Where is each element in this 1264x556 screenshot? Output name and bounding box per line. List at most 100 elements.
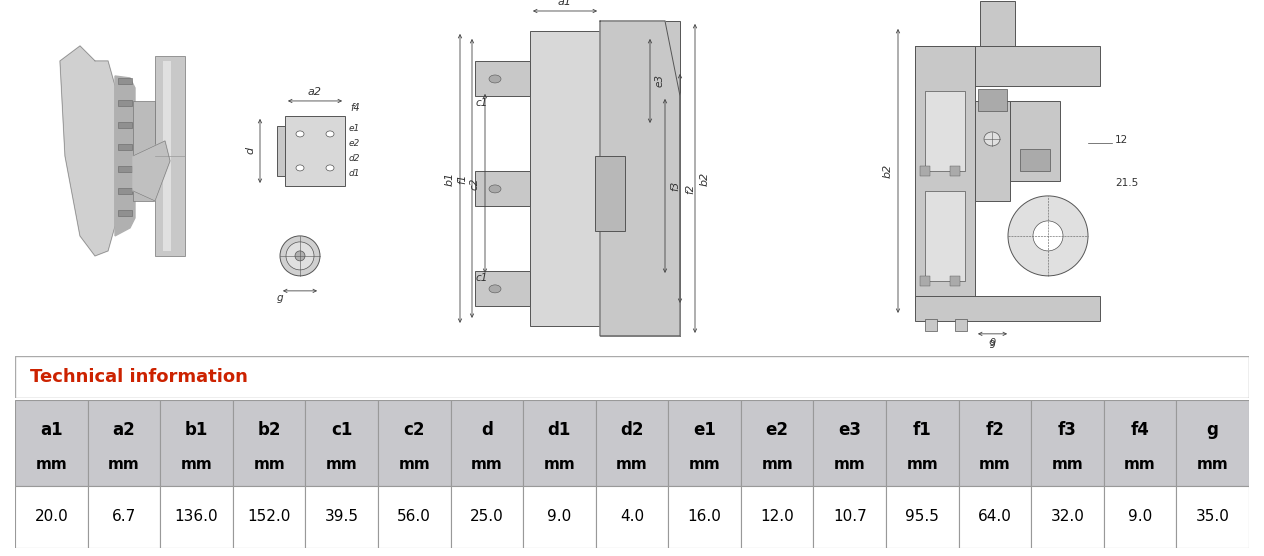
Text: c2: c2 <box>403 421 425 439</box>
Text: mm: mm <box>35 457 67 472</box>
Bar <box>118 166 131 172</box>
Text: f3: f3 <box>670 181 680 191</box>
Text: c1: c1 <box>475 273 488 283</box>
Bar <box>951 276 959 286</box>
Bar <box>978 89 1007 111</box>
Bar <box>118 144 131 150</box>
Text: 32.0: 32.0 <box>1050 509 1085 524</box>
Ellipse shape <box>489 185 501 193</box>
Bar <box>920 166 930 176</box>
Bar <box>87 486 161 548</box>
Bar <box>925 319 937 331</box>
Ellipse shape <box>489 75 501 83</box>
Bar <box>161 486 233 548</box>
Text: g: g <box>277 293 283 303</box>
Bar <box>886 486 958 548</box>
Text: 64.0: 64.0 <box>978 509 1011 524</box>
Text: d1: d1 <box>547 421 571 439</box>
Text: e1: e1 <box>693 421 715 439</box>
Bar <box>669 400 741 486</box>
Text: 21.5: 21.5 <box>1115 178 1139 188</box>
Text: mm: mm <box>978 457 1011 472</box>
Bar <box>814 400 886 486</box>
Bar <box>958 486 1031 548</box>
Bar <box>1103 486 1177 548</box>
Ellipse shape <box>286 242 313 270</box>
Text: a2: a2 <box>308 87 322 97</box>
Polygon shape <box>59 46 115 256</box>
Bar <box>133 101 155 201</box>
Bar <box>161 400 233 486</box>
Text: 9.0: 9.0 <box>547 509 571 524</box>
Ellipse shape <box>1007 196 1088 276</box>
Bar <box>1010 101 1060 181</box>
Text: 39.5: 39.5 <box>325 509 359 524</box>
Bar <box>523 486 595 548</box>
Text: 152.0: 152.0 <box>248 509 291 524</box>
Text: mm: mm <box>689 457 720 472</box>
Text: 95.5: 95.5 <box>905 509 939 524</box>
Bar <box>886 400 958 486</box>
Ellipse shape <box>1033 221 1063 251</box>
Text: 56.0: 56.0 <box>397 509 431 524</box>
Text: e2: e2 <box>766 421 789 439</box>
Text: a1: a1 <box>40 421 63 439</box>
Text: 9: 9 <box>990 338 996 348</box>
Text: mm: mm <box>253 457 286 472</box>
Text: f4: f4 <box>350 103 360 113</box>
Bar <box>1177 400 1249 486</box>
Text: mm: mm <box>109 457 140 472</box>
Text: 35.0: 35.0 <box>1196 509 1230 524</box>
Bar <box>1020 149 1050 171</box>
Bar <box>595 156 624 231</box>
Text: c1: c1 <box>331 421 353 439</box>
Bar <box>814 486 886 548</box>
Text: 16.0: 16.0 <box>688 509 722 524</box>
Bar <box>163 61 171 251</box>
Polygon shape <box>115 76 135 236</box>
Bar <box>284 116 345 186</box>
Polygon shape <box>600 21 680 336</box>
Bar <box>450 486 523 548</box>
Text: 136.0: 136.0 <box>174 509 219 524</box>
Text: c2: c2 <box>470 177 480 190</box>
Text: a2: a2 <box>112 421 135 439</box>
Text: mm: mm <box>834 457 866 472</box>
Text: mm: mm <box>1197 457 1229 472</box>
Ellipse shape <box>296 131 305 137</box>
Text: mm: mm <box>616 457 648 472</box>
Text: 12: 12 <box>1115 135 1129 145</box>
Bar <box>600 21 680 336</box>
Text: b2: b2 <box>258 421 281 439</box>
Text: d: d <box>480 421 493 439</box>
Bar <box>523 400 595 486</box>
Text: f1: f1 <box>913 421 932 439</box>
Bar <box>118 210 131 216</box>
Bar <box>925 91 964 171</box>
Bar <box>595 400 669 486</box>
Ellipse shape <box>489 285 501 293</box>
Bar <box>475 171 530 206</box>
Text: 20.0: 20.0 <box>34 509 68 524</box>
Bar <box>741 400 814 486</box>
Bar <box>951 166 959 176</box>
Bar <box>87 400 161 486</box>
Text: c1: c1 <box>475 98 488 108</box>
Text: f1: f1 <box>458 173 466 183</box>
Text: f2: f2 <box>986 421 1005 439</box>
Text: mm: mm <box>1052 457 1083 472</box>
Bar <box>741 486 814 548</box>
Bar <box>915 296 1100 321</box>
Bar <box>1103 400 1177 486</box>
Text: mm: mm <box>471 457 503 472</box>
Text: mm: mm <box>544 457 575 472</box>
Ellipse shape <box>983 132 1000 146</box>
Text: 12.0: 12.0 <box>760 509 794 524</box>
Bar <box>233 486 306 548</box>
Bar <box>920 276 930 286</box>
Bar <box>118 78 131 84</box>
Bar <box>956 319 967 331</box>
Text: a1: a1 <box>557 0 573 7</box>
Ellipse shape <box>326 131 334 137</box>
Text: b2: b2 <box>700 171 710 186</box>
